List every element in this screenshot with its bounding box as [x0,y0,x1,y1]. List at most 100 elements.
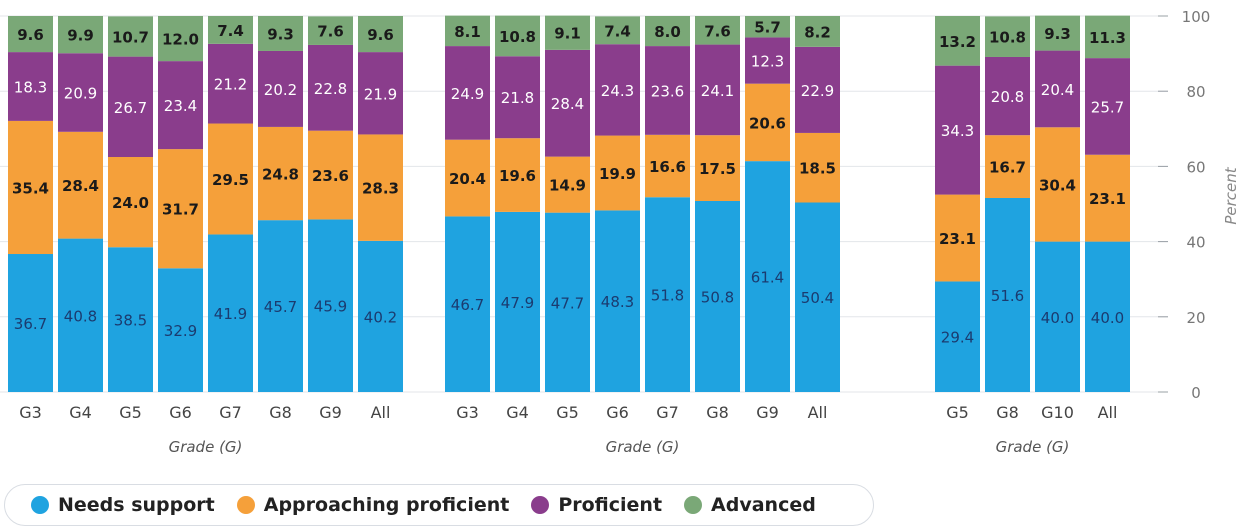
data-label: 14.9 [549,177,586,195]
bar-segment-advanced [308,16,353,45]
data-label: 7.6 [317,23,344,41]
bar-segment-approaching-proficient [985,135,1030,198]
data-label: 25.7 [1091,98,1124,116]
bar-segment-proficient [985,56,1030,136]
y-tick-label: 100 [1182,8,1211,26]
x-tick-label: G8 [706,403,729,422]
data-label: 11.3 [1089,29,1126,47]
x-tick-label: G9 [319,403,342,422]
legend-label: Needs support [58,494,215,516]
bar-segment-approaching-proficient [595,135,640,211]
bar-segment-approaching-proficient [358,134,403,241]
bar-segment-proficient [8,52,53,121]
data-label: 24.3 [601,82,634,100]
data-label: 7.4 [604,22,631,40]
data-label: 10.8 [499,28,536,46]
legend-item-proficient: Proficient [531,494,662,516]
data-label: 8.2 [804,23,831,41]
data-label: 21.9 [364,85,397,103]
x-tick-label: All [1098,403,1118,422]
bar-segment-advanced [645,16,690,47]
bar-segment-needs-support [158,268,203,392]
data-label: 51.6 [991,287,1024,305]
bar-segment-approaching-proficient [308,130,353,220]
x-tick-label: All [808,403,828,422]
data-label: 29.5 [212,171,249,189]
y-tick-label: 80 [1186,83,1205,101]
legend-label: Advanced [711,494,816,516]
bar-segment-proficient [258,50,303,127]
data-label: 24.1 [701,82,734,100]
data-label: 20.8 [991,88,1024,106]
data-label: 38.5 [114,312,147,330]
data-label: 9.3 [1044,25,1071,43]
bar-segment-advanced [985,16,1030,57]
bar-segment-needs-support [545,212,590,392]
bar-segment-advanced [358,16,403,53]
x-tick-label: G6 [606,403,629,422]
bar-segment-approaching-proficient [1085,154,1130,242]
bar-segment-needs-support [8,254,53,392]
data-label: 22.9 [801,82,834,100]
bar-segment-advanced [695,16,740,45]
y-tick-label: 60 [1186,158,1205,176]
legend-label: Approaching proficient [263,494,510,516]
data-label: 47.7 [551,294,584,312]
legend-swatch [684,496,703,514]
legend-label: Proficient [558,494,663,516]
data-label: 20.4 [1041,81,1074,99]
bar-segment-approaching-proficient [258,126,303,221]
data-label: 51.8 [651,287,684,305]
bar-segment-approaching-proficient [445,139,490,217]
data-label: 19.6 [499,167,536,185]
bar-segment-proficient [795,46,840,133]
bar-segment-needs-support [308,219,353,392]
data-label: 23.6 [312,167,349,185]
bar-segment-needs-support [58,238,103,392]
legend-item-needs-support: Needs support [31,494,215,516]
data-label: 12.3 [751,53,784,71]
bar-segment-needs-support [935,281,980,392]
data-label: 26.7 [114,99,147,117]
data-label: 34.3 [941,122,974,140]
bar-segment-needs-support [495,211,540,392]
bar-segment-advanced [445,15,490,47]
bar-segment-approaching-proficient [1035,127,1080,242]
bar-segment-approaching-proficient [208,123,253,235]
bar-segment-advanced [935,16,980,66]
bar-segment-needs-support [1035,241,1080,392]
bar-segment-advanced [745,16,790,38]
data-label: 50.4 [801,289,834,307]
x-axis-label: Grade (G) [606,438,680,456]
data-label: 9.1 [554,25,581,43]
bar-segment-advanced [1085,15,1130,59]
data-label: 20.4 [449,170,486,188]
data-label: 20.6 [749,114,786,132]
data-label: 41.9 [214,305,247,323]
bar-segment-advanced [595,16,640,45]
data-label: 20.9 [64,85,97,103]
data-label: 47.9 [501,294,534,312]
data-label: 8.1 [454,23,481,41]
bar-segment-needs-support [795,202,840,392]
bar-segment-approaching-proficient [545,156,590,213]
bar-segment-advanced [58,16,103,54]
x-tick-label: G5 [556,403,579,422]
bar-segment-advanced [8,16,53,53]
data-label: 16.7 [989,159,1026,177]
bar-segment-approaching-proficient [8,120,53,255]
bar-segment-approaching-proficient [795,132,840,203]
bar-segment-proficient [445,46,490,140]
bar-segment-needs-support [985,197,1030,392]
bar-segment-advanced [1035,15,1080,51]
bar-segment-needs-support [108,247,153,392]
bar-segment-advanced [158,16,203,62]
data-label: 36.7 [14,315,47,333]
data-label: 5.7 [754,19,781,37]
data-label: 23.1 [939,230,976,248]
data-label: 30.4 [1039,176,1076,194]
bar-segment-advanced [495,15,540,57]
data-label: 31.7 [162,201,199,219]
bar-segment-needs-support [258,220,303,392]
x-tick-label: G4 [69,403,92,422]
